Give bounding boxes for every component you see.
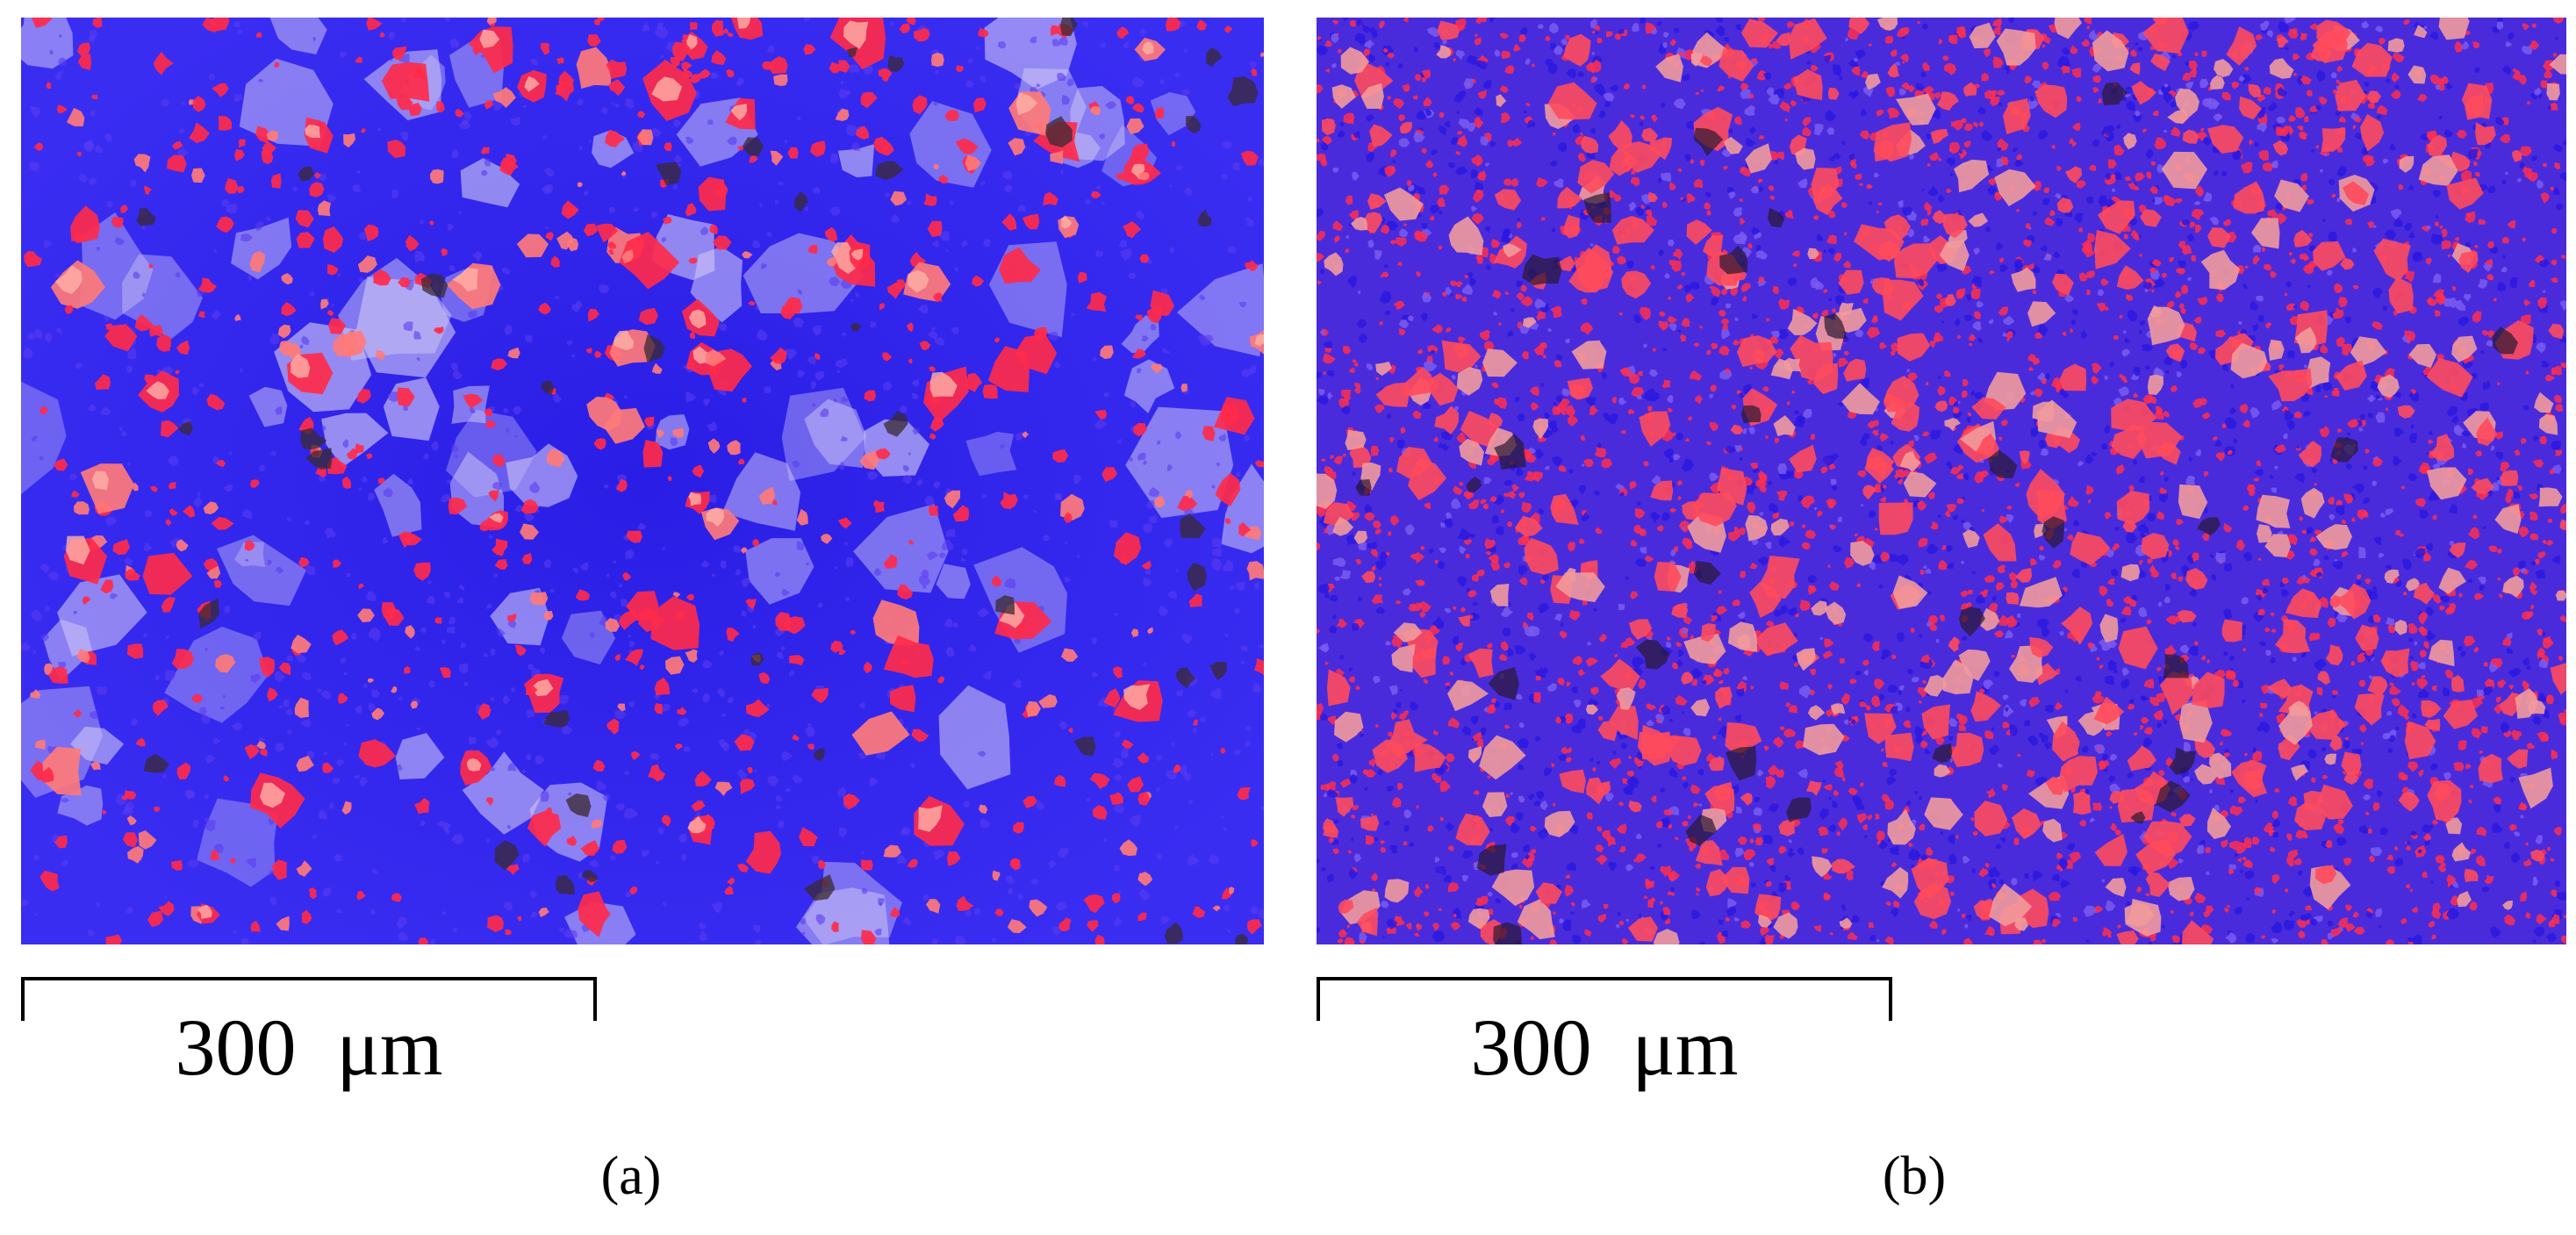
micrograph-image-a — [21, 18, 1264, 944]
scale-bar-b — [1317, 977, 1892, 1021]
figure-panel-a: 300 μm (a) — [0, 0, 1273, 1235]
panel-caption-a: (a) — [600, 1146, 662, 1206]
micrograph-image-b — [1317, 18, 2566, 944]
panel-caption-b: (b) — [1882, 1146, 1947, 1206]
scale-bar-label-b: 300 μm — [1470, 1002, 1739, 1092]
micrograph-render-b — [1317, 18, 2566, 944]
micrograph-render-a — [21, 18, 1264, 944]
scale-bar-label-a: 300 μm — [175, 1002, 443, 1092]
scale-bar-a — [21, 977, 597, 1021]
figure-panel-b: 300 μm (b) — [1295, 0, 2568, 1235]
